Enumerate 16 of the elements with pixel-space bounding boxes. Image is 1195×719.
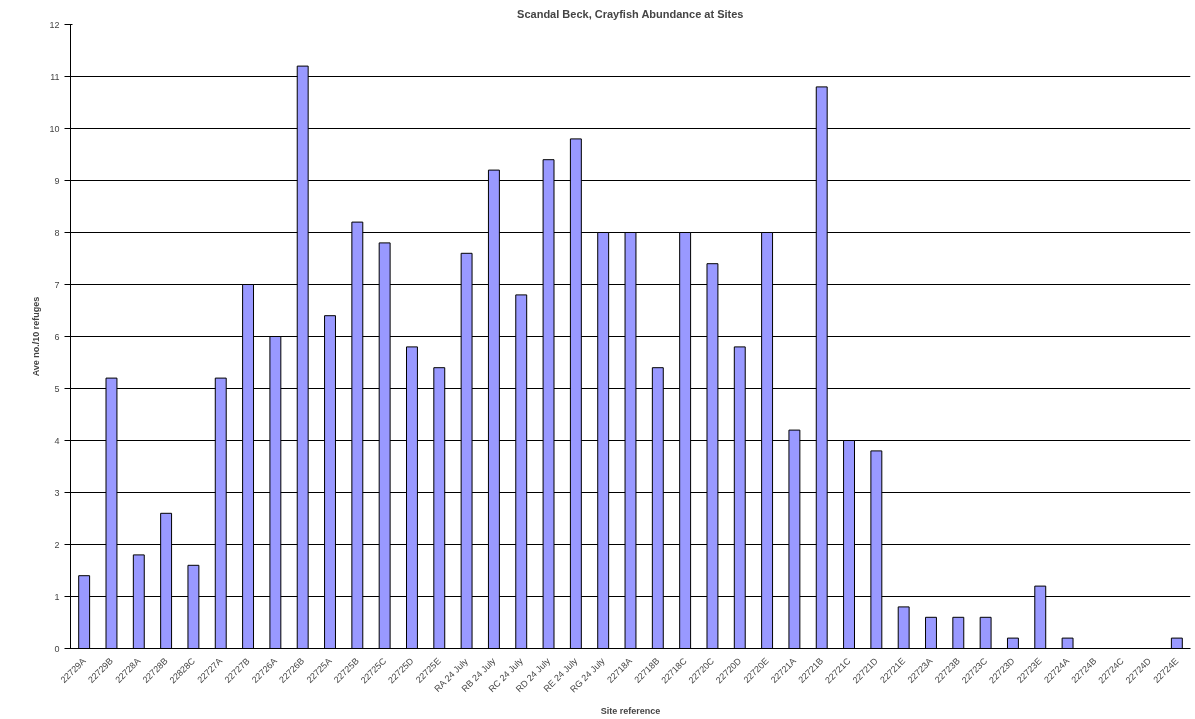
x-axis-title: Site reference: [600, 706, 661, 717]
y-tick-label: 5: [54, 383, 60, 394]
y-tick-label: 12: [49, 19, 60, 30]
y-tick-label: 7: [54, 279, 60, 290]
y-tick-label: 10: [49, 123, 60, 134]
y-tick-label: 3: [54, 487, 60, 498]
y-tick-label: 9: [54, 175, 60, 186]
y-tick-label: 0: [54, 643, 60, 654]
y-tick-label: 1: [54, 591, 60, 602]
y-axis-title: Ave no./10 refuges: [31, 296, 42, 377]
y-tick-label: 8: [54, 227, 60, 238]
chart-title: Scandal Beck, Crayfish Abundance at Sites: [517, 7, 744, 20]
y-tick-label: 4: [54, 435, 60, 446]
y-tick-label: 2: [54, 539, 60, 550]
y-tick-label: 6: [54, 331, 60, 342]
y-tick-label: 11: [50, 71, 60, 82]
